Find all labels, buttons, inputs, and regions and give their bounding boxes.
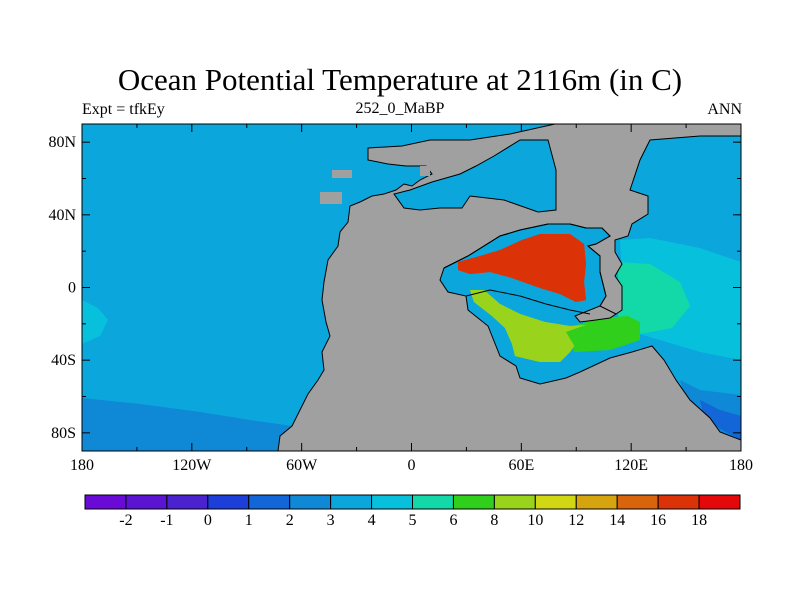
- lat-tick-label: 40S: [51, 352, 76, 369]
- tethys-lime-top: [470, 290, 598, 362]
- map-plot: [82, 124, 741, 451]
- colorbar-swatch: [534, 494, 577, 510]
- colorbar-swatch: [125, 494, 168, 510]
- colorbar-swatch: [616, 494, 659, 510]
- colorbar-label: 12: [568, 512, 584, 529]
- colorbar-label: 5: [409, 512, 417, 529]
- colorbar-swatch: [330, 494, 373, 510]
- colorbar-label: 4: [368, 512, 376, 529]
- colorbar-label: 18: [691, 512, 707, 529]
- lat-tick-label: 80S: [51, 425, 76, 442]
- colorbar-swatch: [452, 494, 495, 510]
- colorbar-label: 6: [449, 512, 457, 529]
- colorbar: -2 -1 0 1 2 3 4 5 6 8 10 12 14 16 18: [84, 494, 741, 529]
- colorbar-label: 0: [204, 512, 212, 529]
- lon-tick-label: 120W: [172, 457, 212, 474]
- time-label: 252_0_MaBP: [355, 100, 445, 117]
- axis-ticks: [81, 124, 742, 451]
- tethys-green-top: [566, 318, 638, 352]
- colorbar-swatch: [207, 494, 250, 510]
- colorbar-swatch: [371, 494, 413, 510]
- colorbar-swatch: [657, 494, 700, 510]
- colorbar-label: -2: [119, 512, 132, 529]
- colorbar-swatch: [166, 494, 209, 510]
- colorbar-label: -1: [160, 512, 173, 529]
- colorbar-swatch: [248, 494, 291, 510]
- lon-tick-label: 180: [70, 457, 94, 474]
- island-c: [420, 166, 430, 176]
- colorbar-swatch: [493, 494, 536, 510]
- colorbar-label: 10: [527, 512, 543, 529]
- axis-labels: 180 120W 60W 0 60E 120E 180 80N 40N 0 40S 80S: [48, 134, 753, 474]
- lat-tick-label: 80N: [48, 134, 76, 151]
- lon-tick-label: 180: [729, 457, 753, 474]
- north-inlet-ocean: [394, 140, 556, 212]
- colorbar-swatch: [412, 494, 454, 510]
- north-inlet-outline: [393, 139, 557, 213]
- colorbar-label: 16: [650, 512, 666, 529]
- colorbar-label: 8: [490, 512, 498, 529]
- lon-tick-label: 0: [408, 457, 416, 474]
- island-b: [320, 192, 342, 204]
- tethys-red-top: [458, 234, 586, 302]
- ocean-cold-band: [82, 398, 292, 451]
- colorbar-swatch: [289, 494, 332, 510]
- tethys-inner-outline: [465, 289, 591, 315]
- colorbar-label: 14: [609, 512, 625, 529]
- colorbar-label: 3: [327, 512, 335, 529]
- colorbar-label: 1: [245, 512, 253, 529]
- lat-tick-label: 40N: [48, 207, 76, 224]
- lon-tick-label: 60W: [286, 457, 318, 474]
- season-label: ANN: [707, 101, 742, 118]
- pangaea-land: [277, 124, 741, 451]
- island-a: [332, 170, 352, 178]
- ocean-warmer-core: [618, 262, 690, 334]
- experiment-label: Expt = tfkEy: [82, 101, 165, 118]
- colorbar-swatch: [84, 494, 127, 510]
- colorbar-swatch: [698, 494, 741, 510]
- ocean-warm-tongue-west: [82, 300, 108, 344]
- lon-tick-label: 120E: [614, 457, 648, 474]
- colorbar-label: 2: [286, 512, 294, 529]
- colorbar-swatch: [575, 494, 618, 510]
- tethys-outline: [443, 223, 617, 315]
- lon-tick-label: 60E: [508, 457, 534, 474]
- ocean-colder-patch: [700, 400, 741, 440]
- map-title: Ocean Potential Temperature at 2116m (in…: [117, 62, 683, 97]
- lat-tick-label: 0: [68, 280, 76, 297]
